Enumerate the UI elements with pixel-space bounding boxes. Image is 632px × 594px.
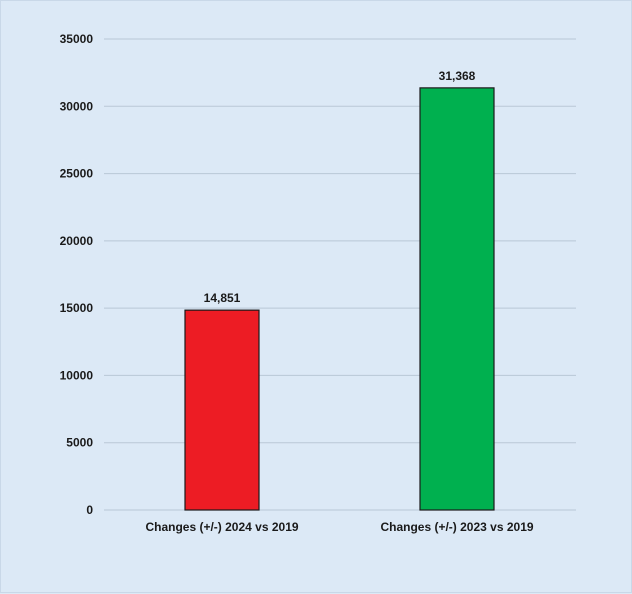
category-label: Changes (+/-) 2024 vs 2019: [145, 520, 298, 534]
y-tick-label: 15000: [60, 301, 94, 315]
y-tick-label: 35000: [60, 32, 94, 46]
y-tick-label: 20000: [60, 234, 94, 248]
bar: [184, 309, 260, 511]
y-tick-label: 5000: [66, 436, 93, 450]
data-label: 31,368: [439, 69, 476, 83]
y-tick-label: 10000: [60, 368, 94, 382]
y-tick-label: 0: [86, 503, 93, 517]
y-tick-label: 30000: [60, 99, 94, 113]
category-label: Changes (+/-) 2023 vs 2019: [380, 520, 533, 534]
bar: [419, 87, 495, 511]
y-tick-label: 25000: [60, 167, 94, 181]
data-label: 14,851: [204, 291, 241, 305]
